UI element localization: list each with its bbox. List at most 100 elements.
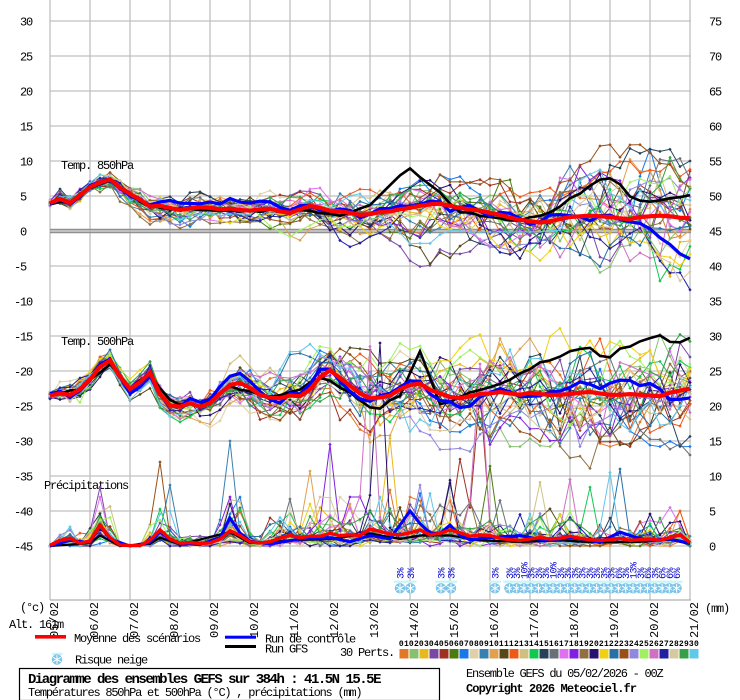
svg-text:20: 20 — [589, 640, 599, 649]
svg-text:3%: 3% — [492, 567, 503, 579]
svg-text:07: 07 — [459, 640, 469, 649]
svg-text:20: 20 — [709, 401, 722, 415]
svg-text:13/02: 13/02 — [368, 602, 382, 638]
svg-text:30: 30 — [709, 331, 722, 345]
svg-text:6%: 6% — [615, 567, 626, 579]
svg-text:06: 06 — [449, 640, 459, 649]
svg-text:35: 35 — [709, 296, 722, 310]
svg-text:-40: -40 — [14, 506, 33, 520]
svg-text:14/02: 14/02 — [408, 602, 422, 638]
svg-text:20/02: 20/02 — [648, 602, 662, 638]
svg-text:3%: 3% — [535, 567, 546, 579]
svg-text:16: 16 — [549, 640, 559, 649]
svg-text:18/02: 18/02 — [568, 602, 582, 638]
svg-text:08: 08 — [469, 640, 479, 649]
svg-text:11: 11 — [499, 640, 509, 649]
svg-text:27: 27 — [659, 640, 669, 649]
svg-text:3%: 3% — [438, 567, 449, 579]
svg-text:26: 26 — [649, 640, 659, 649]
svg-text:15: 15 — [709, 436, 722, 450]
svg-text:11/02: 11/02 — [288, 602, 302, 638]
svg-text:30 Perts.: 30 Perts. — [340, 646, 394, 660]
svg-text:45: 45 — [709, 226, 722, 240]
svg-text:10: 10 — [489, 640, 499, 649]
svg-text:3%: 3% — [506, 567, 517, 579]
svg-text:3%: 3% — [600, 567, 611, 579]
svg-text:3%: 3% — [651, 567, 662, 579]
svg-text:-30: -30 — [14, 436, 33, 450]
svg-text:10: 10 — [709, 471, 722, 485]
svg-text:02: 02 — [409, 640, 419, 649]
svg-text:15/02: 15/02 — [448, 602, 462, 638]
svg-text:23: 23 — [619, 640, 629, 649]
svg-text:-20: -20 — [14, 366, 33, 380]
svg-text:01: 01 — [399, 640, 409, 649]
svg-text:22: 22 — [609, 640, 619, 649]
svg-text:3%: 3% — [564, 567, 575, 579]
svg-text:75: 75 — [709, 16, 722, 30]
svg-text:6%: 6% — [673, 567, 684, 579]
svg-text:60: 60 — [709, 121, 722, 135]
svg-text:03: 03 — [419, 640, 429, 649]
svg-text:19: 19 — [579, 640, 589, 649]
svg-text:10/02: 10/02 — [248, 602, 262, 638]
svg-text:09: 09 — [479, 640, 489, 649]
svg-text:0: 0 — [709, 541, 716, 555]
svg-text:Risque neige: Risque neige — [75, 654, 148, 668]
svg-text:Ensemble GEFS du 05/02/2026 -: Ensemble GEFS du 05/02/2026 - 00Z — [466, 667, 663, 681]
svg-text:-5: -5 — [14, 261, 27, 275]
svg-text:25: 25 — [709, 366, 722, 380]
svg-text:30: 30 — [689, 640, 699, 649]
svg-text:Copyright 2026 Meteociel.fr: Copyright 2026 Meteociel.fr — [466, 682, 637, 696]
svg-text:19/02: 19/02 — [608, 602, 622, 638]
svg-text:3%: 3% — [593, 567, 604, 579]
svg-text:3%: 3% — [407, 567, 418, 579]
svg-text:21: 21 — [599, 640, 609, 649]
svg-text:65: 65 — [709, 86, 722, 100]
svg-text:5: 5 — [709, 506, 716, 520]
svg-text:05/02: 05/02 — [48, 602, 62, 638]
svg-text:6%: 6% — [644, 567, 655, 579]
svg-text:06/02: 06/02 — [88, 602, 102, 638]
svg-text:(mm): (mm) — [705, 602, 729, 616]
svg-text:25: 25 — [20, 51, 33, 65]
svg-text:10: 10 — [20, 156, 33, 170]
svg-text:Moyenne des scénarios: Moyenne des scénarios — [74, 632, 201, 646]
svg-text:10%: 10% — [550, 562, 561, 579]
svg-text:3%: 3% — [579, 567, 590, 579]
svg-text:3%: 3% — [608, 567, 619, 579]
svg-text:17: 17 — [559, 640, 569, 649]
svg-text:Alt. 161m: Alt. 161m — [9, 618, 64, 632]
svg-text:28: 28 — [669, 640, 679, 649]
svg-text:Run GFS: Run GFS — [265, 643, 308, 657]
svg-text:12: 12 — [509, 640, 519, 649]
svg-text:3%: 3% — [637, 567, 648, 579]
svg-text:3%: 3% — [542, 567, 553, 579]
svg-text:-25: -25 — [14, 401, 33, 415]
svg-text:6%: 6% — [659, 567, 670, 579]
svg-text:15: 15 — [20, 121, 33, 135]
svg-text:Températures 850hPa et 500hPa: Températures 850hPa et 500hPa (°C) , pré… — [28, 686, 361, 700]
svg-text:09/02: 09/02 — [208, 602, 222, 638]
svg-text:-10: -10 — [14, 296, 33, 310]
svg-text:15: 15 — [539, 640, 549, 649]
svg-text:13: 13 — [519, 640, 529, 649]
svg-text:-15: -15 — [14, 331, 33, 345]
svg-text:17/02: 17/02 — [528, 602, 542, 638]
svg-text:Diagramme des ensembles GEFS s: Diagramme des ensembles GEFS sur 384h : … — [28, 672, 381, 688]
svg-text:21/02: 21/02 — [688, 602, 702, 638]
svg-text:13%: 13% — [630, 562, 641, 579]
svg-text:3%: 3% — [397, 567, 408, 579]
svg-text:07/02: 07/02 — [128, 602, 142, 638]
svg-text:24: 24 — [629, 640, 639, 649]
svg-text:50: 50 — [709, 191, 722, 205]
svg-text:Temp. 500hPa: Temp. 500hPa — [61, 335, 134, 349]
svg-text:Temp. 850hPa: Temp. 850hPa — [61, 159, 134, 173]
svg-text:20: 20 — [20, 86, 33, 100]
svg-text:40: 40 — [709, 261, 722, 275]
svg-text:70: 70 — [709, 51, 722, 65]
svg-text:3%: 3% — [448, 567, 459, 579]
svg-text:3%: 3% — [513, 567, 524, 579]
svg-text:3%: 3% — [571, 567, 582, 579]
svg-text:05: 05 — [439, 640, 449, 649]
